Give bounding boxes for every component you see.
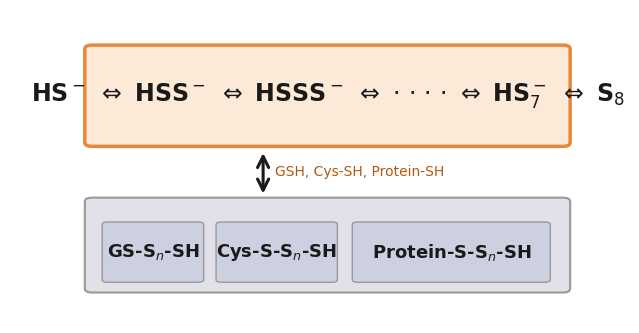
Text: Cys-S-S$_n$-SH: Cys-S-S$_n$-SH (216, 242, 337, 263)
FancyBboxPatch shape (85, 198, 570, 292)
FancyBboxPatch shape (85, 45, 570, 147)
FancyBboxPatch shape (216, 222, 337, 282)
Text: GS-S$_n$-SH: GS-S$_n$-SH (107, 242, 199, 262)
FancyBboxPatch shape (102, 222, 204, 282)
Text: HS$^-$ $\Leftrightarrow$ HSS$^-$ $\Leftrightarrow$ HSSS$^-$ $\Leftrightarrow$ $\: HS$^-$ $\Leftrightarrow$ HSS$^-$ $\Leftr… (31, 81, 624, 110)
Text: GSH, Cys-SH, Protein-SH: GSH, Cys-SH, Protein-SH (275, 165, 445, 179)
FancyBboxPatch shape (352, 222, 550, 282)
Text: Protein-S-S$_n$-SH: Protein-S-S$_n$-SH (371, 242, 531, 263)
